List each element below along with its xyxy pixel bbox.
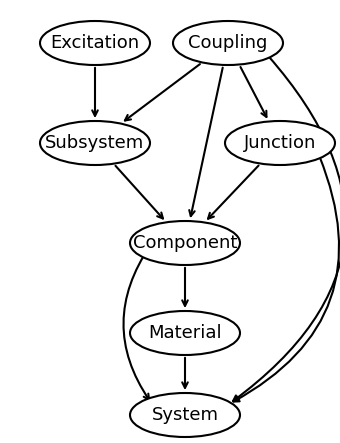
Ellipse shape bbox=[40, 21, 150, 65]
Ellipse shape bbox=[40, 121, 150, 165]
Text: Component: Component bbox=[133, 234, 237, 252]
Text: Junction: Junction bbox=[244, 134, 316, 152]
Ellipse shape bbox=[225, 121, 335, 165]
Ellipse shape bbox=[130, 311, 240, 355]
Ellipse shape bbox=[173, 21, 283, 65]
Text: Subsystem: Subsystem bbox=[45, 134, 144, 152]
Ellipse shape bbox=[130, 393, 240, 437]
Ellipse shape bbox=[130, 221, 240, 265]
Text: Coupling: Coupling bbox=[188, 34, 268, 52]
Text: System: System bbox=[152, 406, 219, 424]
Text: Material: Material bbox=[148, 324, 222, 342]
Text: Excitation: Excitation bbox=[50, 34, 139, 52]
